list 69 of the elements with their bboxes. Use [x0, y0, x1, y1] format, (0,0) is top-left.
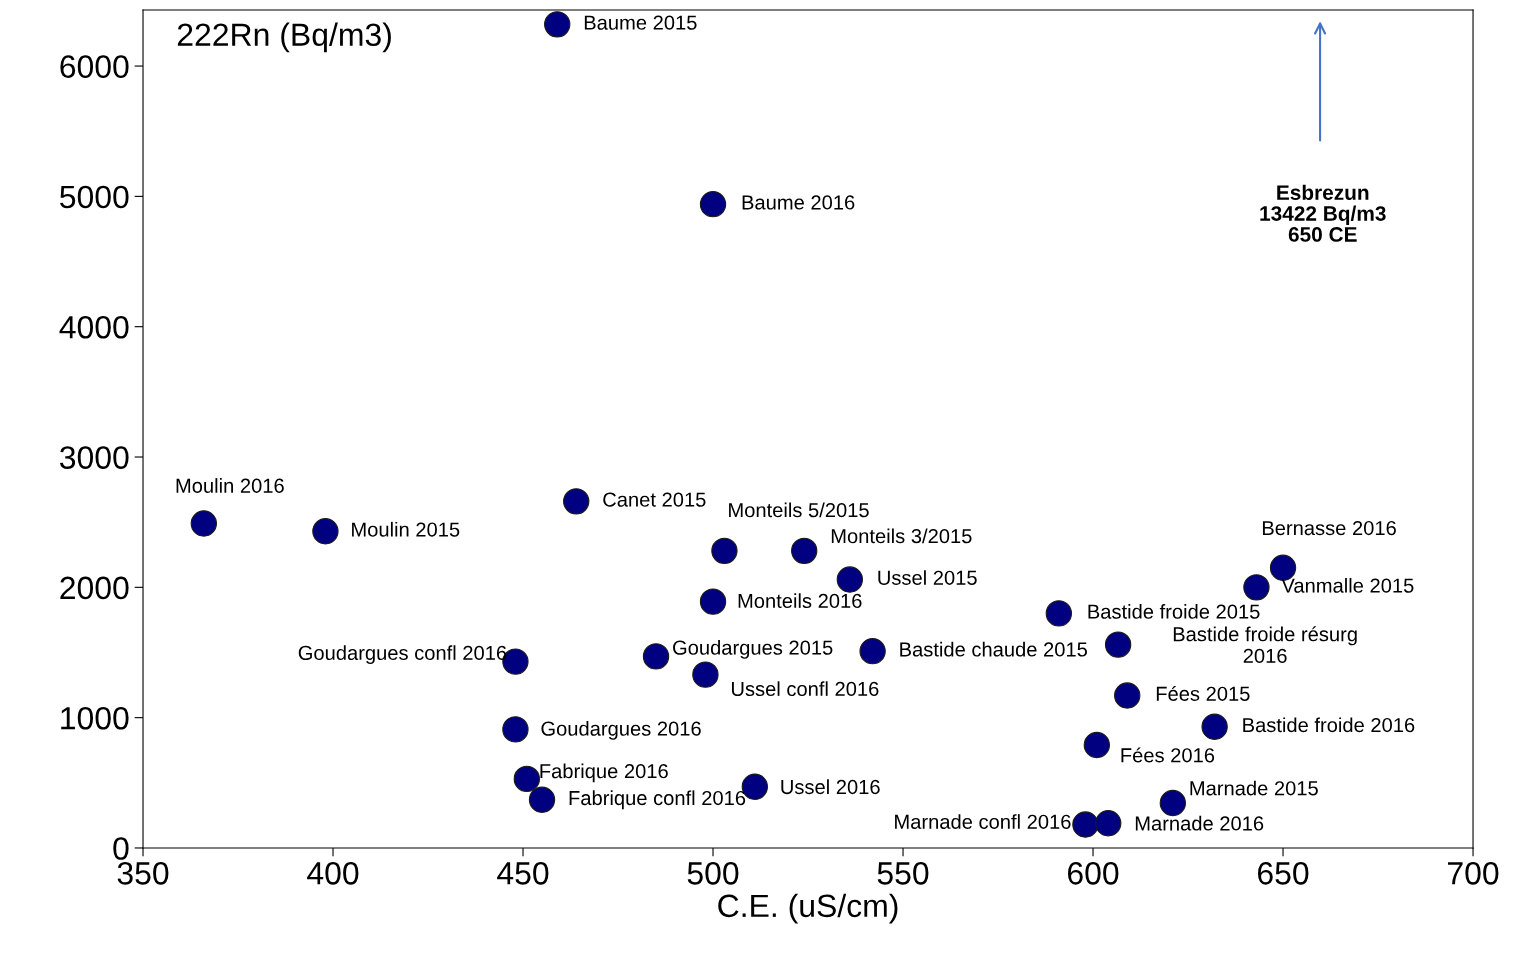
y-tick-label: 5000	[60, 185, 129, 209]
annotation: Bastide froide 2016	[1243, 717, 1415, 733]
annotation: Bastide froide 2015	[1088, 604, 1260, 619]
annotation: Baume 2016	[742, 195, 855, 210]
annotation: Monteils 3/2015	[831, 528, 972, 544]
annotation: Marnade confl 2016	[895, 814, 1071, 829]
annotation: Vanmalle 2015	[1281, 577, 1414, 593]
point	[544, 11, 571, 38]
annotation: Ussel confl 2016	[731, 681, 879, 697]
annotation: Goudargues 2015	[673, 640, 833, 659]
annotation: 222Rn (Bq/m3)	[177, 22, 391, 53]
annotation: Bernasse 2016	[1262, 520, 1396, 536]
point	[528, 786, 556, 813]
point	[1083, 731, 1110, 759]
x-tick-label: 400	[307, 862, 359, 885]
annotation: Bastide chaude 2015	[900, 641, 1088, 657]
point	[711, 537, 738, 565]
annotation: Marnade 2015	[1190, 780, 1318, 796]
x-tick-label: 500	[687, 862, 739, 885]
annotation: Ussel 2015	[878, 570, 977, 585]
annotation: Monteils 5/2015	[729, 502, 869, 518]
point	[502, 716, 529, 743]
point	[692, 661, 719, 688]
x-axis-title: C.E. (uS/cm)	[718, 893, 898, 924]
annotation: Marnade 2016	[1135, 815, 1264, 831]
annotation: Goudargues confl 2016	[298, 645, 507, 664]
x-tick-label: 700	[1448, 862, 1499, 885]
point	[791, 537, 818, 565]
x-tick-label: 650	[1258, 862, 1309, 885]
point	[699, 588, 727, 615]
annotation: Fées 2015	[1156, 685, 1250, 701]
x-tick-label: 450	[497, 862, 549, 885]
annotation: Bastide froide résurg 2016	[1173, 626, 1357, 664]
annotation: Fabrique 2016	[540, 763, 668, 783]
point	[642, 643, 670, 670]
x-tick-label: 350	[117, 862, 169, 885]
point	[1072, 811, 1099, 838]
point	[1243, 574, 1270, 601]
point	[190, 510, 217, 537]
annotation: Canet 2015	[603, 492, 706, 507]
annotation: Ussel 2016	[781, 779, 880, 795]
point	[859, 638, 886, 665]
point	[1045, 600, 1072, 627]
annotation: Monteils 2016	[738, 593, 862, 609]
y-tick-label: 6000	[60, 55, 129, 78]
point	[1159, 789, 1187, 817]
annotation: Moulin 2015	[352, 521, 460, 537]
y-tick-label: 0	[113, 837, 129, 860]
x-tick-label: 600	[1068, 862, 1119, 885]
y-tick-label: 4000	[59, 315, 129, 339]
point	[836, 566, 863, 593]
point	[1104, 631, 1132, 658]
annotation: Fabrique confl 2016	[569, 790, 746, 810]
point	[312, 518, 339, 545]
point	[1114, 682, 1141, 709]
y-tick-label: 2000	[60, 576, 129, 600]
annotation: Fées 2016	[1121, 747, 1215, 763]
annotation: Baume 2015	[584, 15, 697, 30]
x-tick-label: 550	[877, 862, 929, 885]
point	[1095, 810, 1122, 837]
point	[513, 765, 540, 793]
y-tick-label: 1000	[61, 706, 129, 730]
point	[699, 191, 727, 218]
annotation: Moulin 2016	[176, 478, 284, 493]
point	[1201, 713, 1228, 740]
y-tick-label: 3000	[59, 446, 129, 469]
annotation: Esbrezun 13422 Bq/m3 650 CE	[1260, 184, 1386, 242]
annotation: Goudargues 2016	[541, 720, 701, 740]
point	[563, 488, 590, 515]
